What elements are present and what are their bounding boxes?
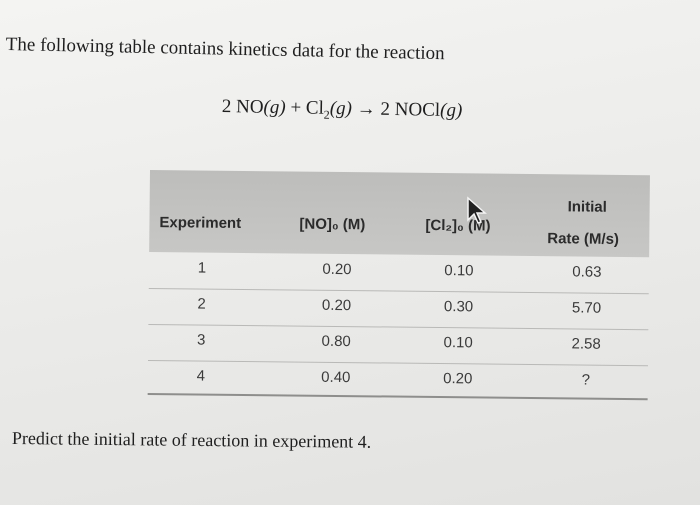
cell-experiment: 2 <box>197 295 206 313</box>
question-text: Predict the initial rate of reaction in … <box>11 428 372 452</box>
kinetics-table: Experiment [NO]₀ (M) [Cl₂]₀ (M) Initial … <box>147 170 650 401</box>
cell-experiment: 4 <box>196 367 206 385</box>
row-separator <box>148 287 649 295</box>
intro-text: The following table contains kinetics da… <box>5 34 445 65</box>
cell-no: 0.20 <box>321 296 352 315</box>
cell-cl2: 0.30 <box>443 298 474 316</box>
reactant-1-coefficient: 2 <box>221 96 232 118</box>
reactant-2-formula: Cl <box>305 97 325 119</box>
header-rate-line2: Rate (M/s) <box>547 230 620 248</box>
header-no-concentration: [NO]₀ (M) <box>299 215 366 234</box>
cell-rate: ? <box>581 371 591 389</box>
row-separator <box>147 359 648 367</box>
plus-sign: + <box>290 97 302 119</box>
cell-cl2: 0.10 <box>444 262 474 280</box>
product-coefficient: 2 <box>380 98 391 120</box>
cell-no: 0.40 <box>321 368 351 387</box>
arrow-pointer-icon <box>467 196 487 224</box>
cell-rate: 2.58 <box>571 335 601 353</box>
header-rate-line1: Initial <box>567 198 607 216</box>
cell-cl2: 0.10 <box>443 334 473 352</box>
table-bottom-rule <box>147 392 648 401</box>
cell-cl2: 0.20 <box>443 370 473 388</box>
row-separator <box>148 323 649 331</box>
reactant-2-phase: (g) <box>329 97 353 120</box>
cell-rate: 5.70 <box>571 299 602 317</box>
product-formula: NOCl <box>394 99 441 121</box>
cell-no: 0.80 <box>321 332 351 351</box>
reaction-arrow: → <box>356 98 376 120</box>
header-experiment: Experiment <box>159 214 242 232</box>
cell-rate: 0.63 <box>572 263 602 281</box>
cell-experiment: 1 <box>197 259 207 277</box>
reactant-1-formula: NO <box>235 96 264 118</box>
cell-experiment: 3 <box>196 331 206 349</box>
reaction-equation: 2 NO(g) + Cl2(g) → 2 NOCl(g) <box>222 96 463 125</box>
product-phase: (g) <box>439 99 463 122</box>
cell-no: 0.20 <box>322 260 352 279</box>
reactant-1-phase: (g) <box>263 96 286 119</box>
